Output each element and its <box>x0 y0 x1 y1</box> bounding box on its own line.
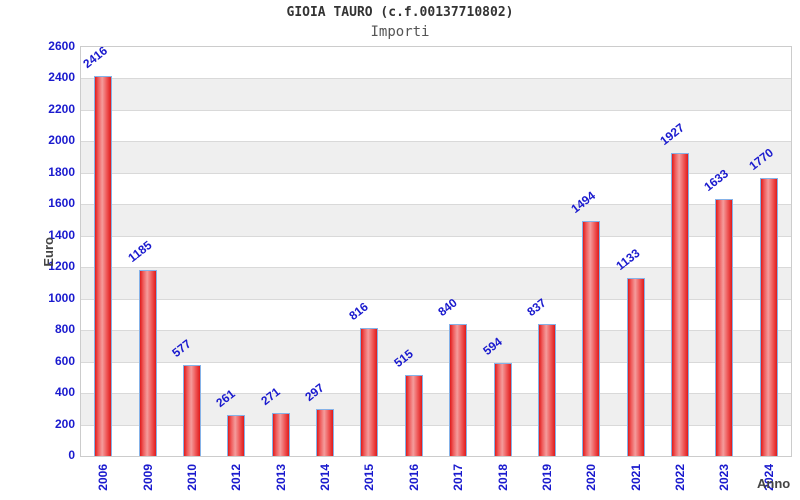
y-tick-label: 2000 <box>48 133 75 148</box>
x-tick-label: 2009 <box>140 464 155 491</box>
gridline <box>81 78 791 79</box>
plot-band <box>81 78 791 110</box>
bar <box>493 362 512 456</box>
gridline <box>81 267 791 268</box>
x-tick-label: 2006 <box>96 464 111 491</box>
bar <box>182 365 201 456</box>
bar <box>138 269 157 456</box>
y-tick-label: 200 <box>54 416 75 431</box>
gridline <box>81 425 791 426</box>
bar <box>759 177 778 456</box>
bar <box>626 277 645 456</box>
y-tick-label: 2400 <box>48 70 75 85</box>
gridline <box>81 330 791 331</box>
bar <box>94 75 113 456</box>
y-tick-label: 1200 <box>48 259 75 274</box>
plot-band <box>81 109 791 142</box>
plot-area: 0 200 400 600 800 1000 1200 1400 1600 1800 2000 220… <box>48 39 792 491</box>
y-tick-label: 1800 <box>48 164 75 179</box>
chart-title: GIOIA TAURO (c.f.00137710802) <box>286 5 514 20</box>
gridline <box>81 362 791 363</box>
x-tick-label: 2013 <box>273 464 288 491</box>
y-tick-label: 1600 <box>48 196 75 211</box>
x-tick-label: 2016 <box>406 464 421 491</box>
y-tick-label: 0 <box>68 448 75 462</box>
bar <box>271 413 290 456</box>
x-tick-label: 2015 <box>362 464 377 491</box>
plot-band <box>81 47 791 79</box>
x-tick-label: 2018 <box>495 464 510 491</box>
x-tick-label: 2021 <box>628 464 643 491</box>
y-tick-label: 1400 <box>48 227 75 242</box>
bar <box>449 323 468 456</box>
bar <box>404 374 423 456</box>
x-tick-label: 2019 <box>539 464 554 491</box>
y-tick-label: 1000 <box>48 290 75 305</box>
x-tick-label: 2014 <box>318 464 333 491</box>
y-tick-label: 600 <box>54 353 75 368</box>
chart-subtitle: Importi <box>370 24 430 40</box>
gridline <box>81 173 791 174</box>
y-tick-label: 2600 <box>48 39 75 53</box>
x-tick-label: 2012 <box>229 464 244 491</box>
x-tick-label: 2017 <box>451 464 466 491</box>
x-tick-label: 2020 <box>584 464 599 491</box>
gridline <box>81 236 791 237</box>
gridline <box>81 204 791 205</box>
gridline <box>81 141 791 142</box>
x-tick-label: 2023 <box>717 464 732 491</box>
bar <box>671 152 690 456</box>
bar <box>360 327 379 456</box>
gridline <box>81 393 791 394</box>
y-tick-label: 800 <box>54 322 75 337</box>
gridline <box>81 299 791 300</box>
bar <box>715 199 734 456</box>
x-tick-label: 2010 <box>184 464 199 491</box>
y-tick-label: 400 <box>54 385 75 400</box>
bar <box>316 409 335 456</box>
x-tick-label: 2022 <box>673 464 688 491</box>
y-axis-title: Euro <box>41 237 56 267</box>
bar <box>582 220 601 456</box>
x-axis-title: Anno <box>757 476 791 491</box>
bar <box>227 414 246 456</box>
y-tick-label: 2200 <box>48 101 75 116</box>
bar <box>537 324 556 456</box>
gridline <box>81 110 791 111</box>
